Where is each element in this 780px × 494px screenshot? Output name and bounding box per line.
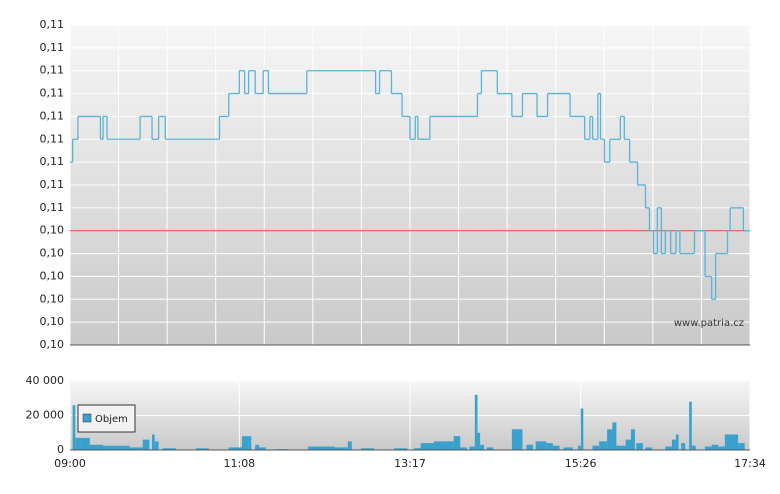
y-tick-label: 0,10 [40, 247, 65, 260]
volume-bar [152, 434, 155, 450]
volume-bar [599, 441, 608, 450]
volume-bar [665, 446, 672, 450]
volume-bar [241, 436, 249, 450]
volume-bar [731, 434, 739, 450]
volume-bar [563, 447, 573, 450]
volume-bar [592, 445, 600, 450]
volume-bar [80, 437, 90, 450]
volume-bar [636, 443, 643, 450]
volume-bar [259, 447, 266, 450]
volume-bar [526, 444, 534, 450]
y-tick-label: 0,11 [40, 132, 65, 145]
volume-bar [578, 445, 581, 450]
y-tick-label: 40 000 [26, 374, 65, 387]
volume-bar [72, 405, 76, 450]
volume-bar [75, 437, 81, 450]
volume-bar [453, 436, 461, 450]
legend-swatch [82, 413, 92, 423]
volume-bar [689, 401, 692, 450]
x-tick-label: 17:34 [734, 457, 766, 470]
volume-bar [580, 408, 584, 450]
y-tick-label: 0,10 [40, 315, 65, 328]
volume-bar [546, 443, 553, 450]
y-tick-label: 0,10 [40, 224, 65, 237]
volume-bar [334, 447, 348, 450]
volume-bar [248, 436, 252, 450]
volume-bar [394, 448, 408, 450]
volume-bar [460, 447, 467, 450]
volume-bar [511, 429, 523, 450]
volume-bar [616, 445, 626, 450]
volume-bar [711, 444, 719, 450]
y-tick-label: 0,11 [40, 155, 65, 168]
volume-bar [195, 448, 209, 450]
volume-bar [645, 447, 653, 450]
volume-bar [675, 434, 679, 450]
volume-bar [308, 446, 322, 450]
y-tick-label: 0,11 [40, 41, 65, 54]
volume-bar [255, 444, 260, 450]
legend-label: Objem [95, 414, 128, 425]
volume-bar [228, 447, 242, 450]
volume-bar [469, 446, 475, 450]
watermark: www.patria.cz [674, 318, 744, 329]
x-tick-label: 13:17 [394, 457, 426, 470]
volume-bar [612, 422, 617, 450]
volume-bar [480, 444, 485, 450]
volume-bar [89, 444, 104, 450]
volume-bar [691, 445, 696, 450]
y-tick-label: 0,11 [40, 64, 65, 77]
x-tick-label: 11:08 [223, 457, 255, 470]
y-tick-label: 0,10 [40, 269, 65, 282]
volume-bar [552, 445, 560, 450]
volume-bar [607, 429, 613, 450]
volume-bar [420, 443, 434, 450]
volume-bar [162, 448, 176, 450]
volume-bar [103, 445, 117, 450]
volume-bar [474, 394, 478, 450]
y-tick-label: 0,11 [40, 178, 65, 191]
volume-bar [154, 441, 159, 450]
volume-bar [142, 439, 150, 450]
y-tick-label: 20 000 [26, 409, 65, 422]
y-tick-label: 0,10 [40, 338, 65, 351]
volume-bar [705, 446, 712, 450]
volume-bar [486, 447, 494, 450]
volume-bar [433, 441, 454, 450]
volume-bar [413, 448, 421, 450]
volume-bar [116, 445, 130, 450]
volume-bar [718, 446, 725, 450]
y-tick-label: 0,11 [40, 109, 65, 122]
volume-bar [321, 446, 335, 450]
volume-bar [535, 441, 547, 450]
x-tick-label: 09:00 [54, 457, 86, 470]
x-tick-label: 15:26 [565, 457, 597, 470]
volume-bar [681, 443, 686, 450]
volume-bar [671, 439, 676, 450]
volume-bar [477, 432, 481, 450]
volume-bar [347, 441, 352, 450]
volume-bar [738, 443, 745, 450]
y-tick-label: 0 [57, 443, 64, 456]
volume-bar [630, 429, 635, 450]
volume-bar [625, 439, 631, 450]
y-tick-label: 0,11 [40, 87, 65, 100]
y-tick-label: 0,11 [40, 201, 65, 214]
volume-bar [724, 434, 732, 450]
y-tick-label: 0,11 [40, 18, 65, 31]
y-tick-label: 0,10 [40, 292, 65, 305]
volume-bar [361, 448, 375, 450]
volume-bar [129, 447, 143, 450]
